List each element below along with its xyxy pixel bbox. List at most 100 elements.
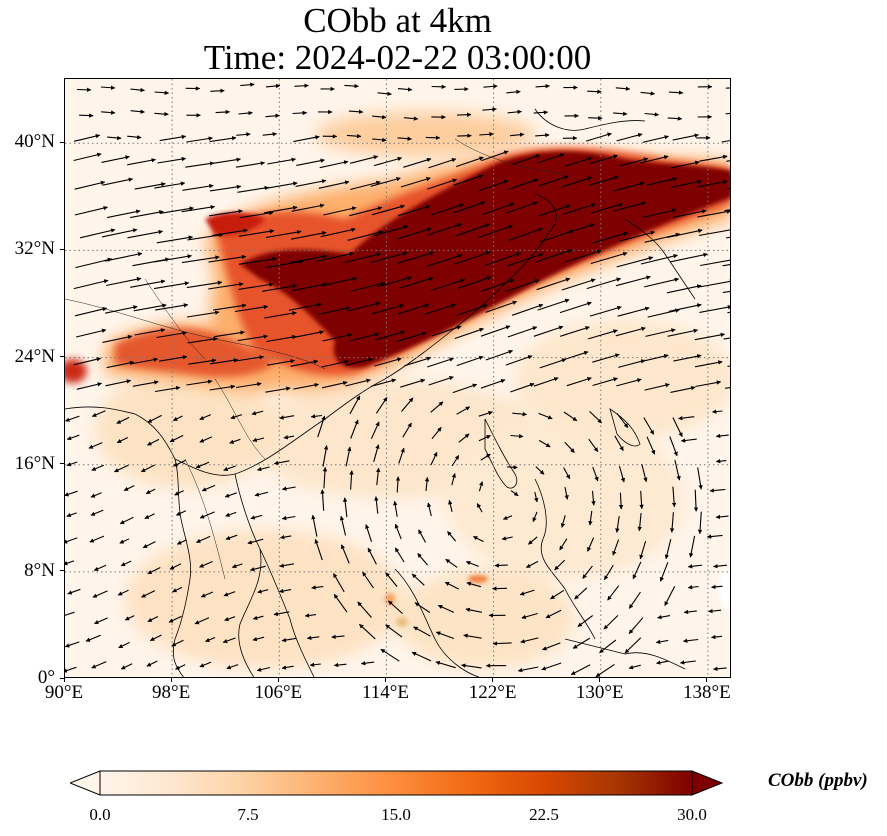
wind-arrow xyxy=(154,181,186,189)
wind-arrow xyxy=(340,544,350,564)
wind-arrow xyxy=(722,290,730,294)
wind-arrow xyxy=(168,615,182,623)
wind-arrow xyxy=(331,634,345,639)
wind-arrow xyxy=(90,509,104,516)
wind-arrow xyxy=(188,358,217,365)
wind-arrow xyxy=(377,91,392,96)
wind-arrow xyxy=(65,641,80,648)
wind-arrow xyxy=(644,112,660,117)
wind-arrow xyxy=(451,455,460,467)
wind-arrow xyxy=(505,201,538,214)
wind-arrow xyxy=(395,476,401,493)
wind-arrow xyxy=(130,279,166,288)
wind-arrow xyxy=(323,206,357,216)
wind-arrow xyxy=(640,91,656,96)
wind-arrow xyxy=(247,538,264,545)
wind-arrow xyxy=(632,561,642,580)
wind-arrow xyxy=(401,397,414,412)
wind-arrow xyxy=(73,152,102,162)
wind-arrow xyxy=(517,666,539,673)
wind-arrow xyxy=(281,637,297,643)
wind-arrow xyxy=(709,488,726,493)
wind-arrow xyxy=(172,586,183,593)
wind-arrow xyxy=(147,438,160,446)
wind-arrow xyxy=(582,565,593,579)
wind-arrow xyxy=(79,228,116,239)
wind-arrow xyxy=(226,664,239,670)
wind-arrow xyxy=(402,422,412,438)
wind-arrow xyxy=(708,608,722,614)
cobb-concentration-map xyxy=(65,79,730,677)
wind-arrow xyxy=(185,161,215,168)
wind-arrow xyxy=(238,256,277,265)
wind-arrow xyxy=(644,277,680,288)
title-line-1: CObb at 4km xyxy=(303,1,492,40)
wind-arrow xyxy=(281,486,296,491)
wind-arrow xyxy=(669,512,675,533)
wind-arrow xyxy=(280,534,292,540)
y-tick-mark xyxy=(60,141,64,143)
wind-arrow xyxy=(199,661,212,668)
y-tick-label: 0° xyxy=(37,667,55,688)
wind-arrow xyxy=(722,264,730,267)
wind-arrow xyxy=(577,615,594,628)
wind-arrow xyxy=(667,328,699,337)
wind-arrow xyxy=(424,303,456,316)
wind-arrow xyxy=(107,135,122,141)
wind-arrow xyxy=(93,564,107,571)
wind-arrow xyxy=(539,175,569,187)
wind-arrow xyxy=(116,437,129,444)
wind-arrow xyxy=(398,447,405,464)
wind-arrow xyxy=(127,158,156,166)
wind-arrow xyxy=(309,662,321,667)
wind-arrow xyxy=(73,357,102,366)
y-tick-mark xyxy=(60,248,64,250)
wind-arrow xyxy=(283,435,295,440)
wind-arrow xyxy=(181,205,216,213)
wind-arrow xyxy=(545,609,562,619)
cobb-plume xyxy=(65,147,730,393)
wind-arrow xyxy=(559,301,592,314)
wind-arrow xyxy=(592,377,618,387)
wind-arrow xyxy=(715,514,729,520)
wind-arrow xyxy=(520,637,539,644)
wind-arrow xyxy=(105,277,142,287)
wind-arrow xyxy=(628,664,641,670)
wind-arrow xyxy=(74,205,108,216)
wind-arrow xyxy=(612,539,620,556)
wind-arrow xyxy=(205,636,216,643)
wind-arrow xyxy=(306,635,320,640)
wind-arrow xyxy=(667,116,683,121)
wind-arrow xyxy=(393,500,398,517)
wind-arrow xyxy=(209,184,242,192)
wind-arrow xyxy=(349,206,383,217)
wind-arrow xyxy=(149,634,162,642)
wind-arrow xyxy=(372,204,406,216)
wind-arrow xyxy=(673,354,702,362)
wind-arrow xyxy=(215,109,231,115)
wind-arrow xyxy=(618,465,626,483)
wind-arrow xyxy=(585,132,612,142)
wind-arrow xyxy=(134,328,166,336)
wind-arrow xyxy=(637,513,642,532)
wind-arrow xyxy=(262,132,278,137)
wind-arrow xyxy=(394,523,402,540)
wind-arrow xyxy=(267,359,295,366)
wind-arrow xyxy=(455,156,484,168)
y-tick-mark xyxy=(60,356,64,358)
wind-arrow xyxy=(455,223,491,237)
wind-arrow xyxy=(349,332,380,342)
wind-arrow xyxy=(310,414,322,419)
wind-arrow xyxy=(537,298,570,311)
wind-arrow xyxy=(508,227,543,241)
wind-arrow xyxy=(639,490,644,510)
wind-arrow xyxy=(208,254,247,263)
wind-arrow xyxy=(456,406,471,415)
wind-arrow xyxy=(322,466,328,489)
wind-arrow xyxy=(155,303,189,311)
wind-arrow xyxy=(142,541,156,549)
wind-arrow xyxy=(512,411,528,417)
wind-arrow xyxy=(199,436,213,443)
x-tick-mark xyxy=(170,678,172,682)
wind-arrow xyxy=(476,503,483,513)
